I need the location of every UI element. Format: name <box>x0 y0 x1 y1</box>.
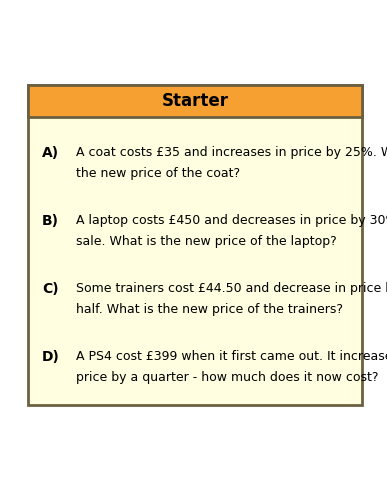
Text: the new price of the coat?: the new price of the coat? <box>76 167 240 180</box>
Text: Starter: Starter <box>161 92 228 110</box>
Text: Some trainers cost £44.50 and decrease in price by a: Some trainers cost £44.50 and decrease i… <box>76 282 387 295</box>
Text: A): A) <box>42 146 59 160</box>
Text: A coat costs £35 and increases in price by 25%. What is: A coat costs £35 and increases in price … <box>76 146 387 159</box>
Text: sale. What is the new price of the laptop?: sale. What is the new price of the lapto… <box>76 235 337 248</box>
Text: price by a quarter - how much does it now cost?: price by a quarter - how much does it no… <box>76 371 378 384</box>
Text: half. What is the new price of the trainers?: half. What is the new price of the train… <box>76 303 343 316</box>
Text: A laptop costs £450 and decreases in price by 30% in a: A laptop costs £450 and decreases in pri… <box>76 214 387 227</box>
Text: C): C) <box>42 282 58 296</box>
Text: B): B) <box>42 214 59 228</box>
FancyBboxPatch shape <box>28 85 362 117</box>
FancyBboxPatch shape <box>28 85 362 405</box>
Text: D): D) <box>42 350 60 364</box>
Text: A PS4 cost £399 when it first came out. It increases in: A PS4 cost £399 when it first came out. … <box>76 350 387 363</box>
